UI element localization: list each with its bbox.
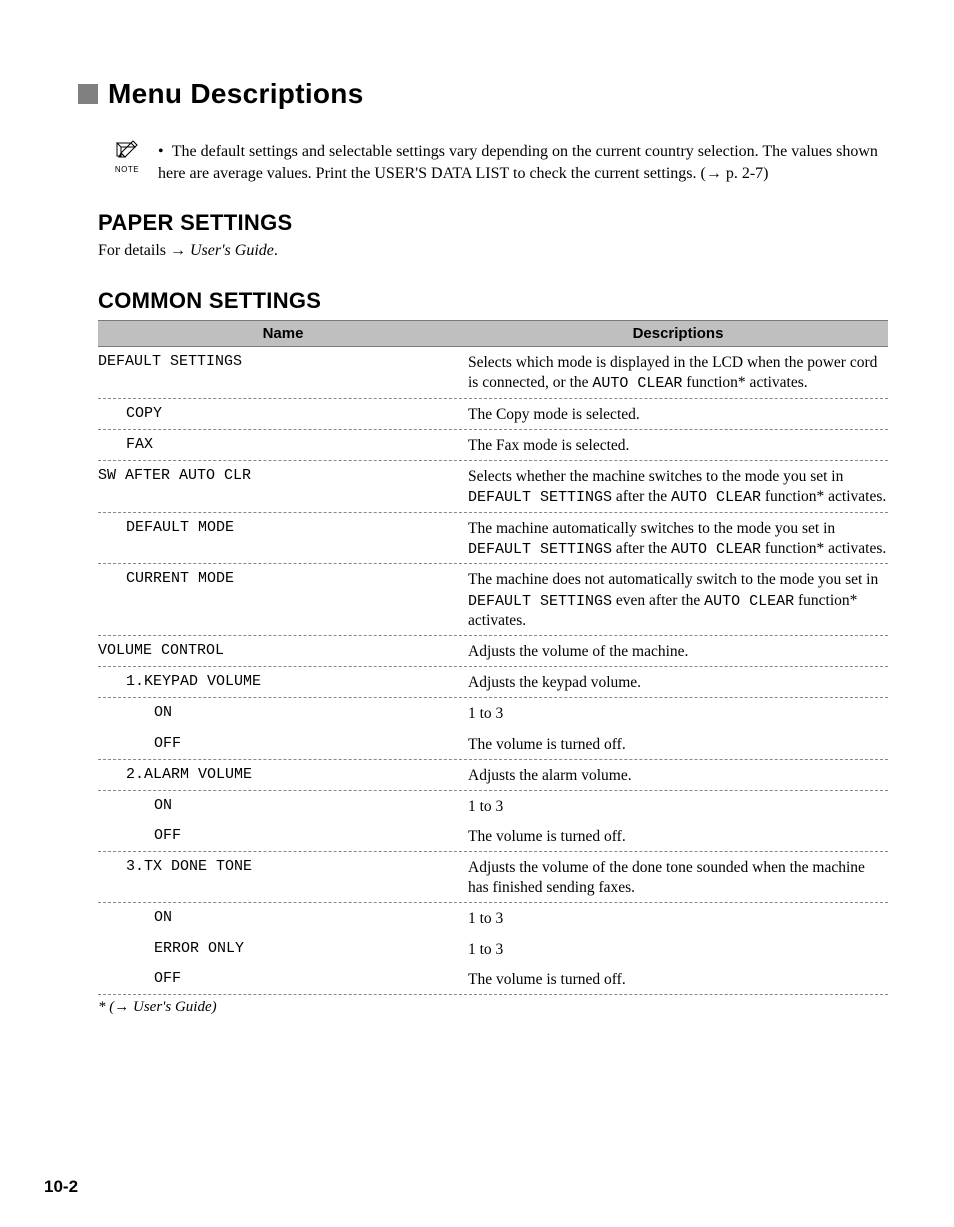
table-row: 1.KEYPAD VOLUMEAdjusts the keypad volume… bbox=[98, 667, 888, 698]
setting-name: ON bbox=[98, 704, 468, 724]
setting-name: COPY bbox=[98, 405, 468, 425]
footnote: * (→ User's Guide) bbox=[98, 999, 884, 1016]
note-icon-wrap: NOTE bbox=[110, 140, 144, 184]
table-row: 3.TX DONE TONEAdjusts the volume of the … bbox=[98, 852, 888, 903]
detail-italic: User's Guide bbox=[190, 242, 274, 259]
table-row: ON1 to 3 bbox=[98, 791, 888, 821]
setting-name: 3.TX DONE TONE bbox=[98, 858, 468, 898]
setting-name: DEFAULT SETTINGS bbox=[98, 353, 468, 394]
setting-name: ERROR ONLY bbox=[98, 940, 468, 960]
setting-name: OFF bbox=[98, 827, 468, 847]
setting-description: Adjusts the volume of the done tone soun… bbox=[468, 858, 888, 898]
detail-prefix: For details → bbox=[98, 242, 190, 259]
table-row: FAXThe Fax mode is selected. bbox=[98, 430, 888, 461]
setting-name: DEFAULT MODE bbox=[98, 519, 468, 560]
setting-description: The volume is turned off. bbox=[468, 970, 888, 990]
table-row: COPYThe Copy mode is selected. bbox=[98, 399, 888, 430]
main-heading: Menu Descriptions bbox=[78, 78, 884, 110]
table-row: ON1 to 3 bbox=[98, 698, 888, 728]
note-text-content: The default settings and selectable sett… bbox=[158, 143, 878, 182]
setting-description: The machine automatically switches to th… bbox=[468, 519, 888, 560]
detail-suffix: . bbox=[274, 242, 278, 259]
setting-description: The machine does not automatically switc… bbox=[468, 570, 888, 631]
setting-description: Adjusts the alarm volume. bbox=[468, 766, 888, 786]
page-number: 10-2 bbox=[44, 1177, 78, 1197]
setting-name: VOLUME CONTROL bbox=[98, 642, 468, 662]
setting-description: 1 to 3 bbox=[468, 940, 888, 960]
table-row: ON1 to 3 bbox=[98, 903, 888, 933]
setting-description: 1 to 3 bbox=[468, 797, 888, 817]
square-bullet-icon bbox=[78, 84, 98, 104]
setting-description: Adjusts the volume of the machine. bbox=[468, 642, 888, 662]
footnote-suffix: ) bbox=[212, 999, 217, 1015]
setting-name: ON bbox=[98, 909, 468, 929]
setting-name: 1.KEYPAD VOLUME bbox=[98, 673, 468, 693]
paper-settings-heading: PAPER SETTINGS bbox=[98, 210, 884, 236]
setting-name: FAX bbox=[98, 436, 468, 456]
setting-description: 1 to 3 bbox=[468, 704, 888, 724]
note-label: NOTE bbox=[110, 165, 144, 174]
setting-name: OFF bbox=[98, 735, 468, 755]
table-row: 2.ALARM VOLUMEAdjusts the alarm volume. bbox=[98, 760, 888, 791]
th-desc: Descriptions bbox=[468, 321, 888, 346]
paper-settings-detail: For details → User's Guide. bbox=[98, 242, 884, 260]
setting-description: The volume is turned off. bbox=[468, 827, 888, 847]
table-row: ERROR ONLY1 to 3 bbox=[98, 934, 888, 964]
setting-name: ON bbox=[98, 797, 468, 817]
heading-title: Menu Descriptions bbox=[108, 78, 364, 110]
setting-name: OFF bbox=[98, 970, 468, 990]
setting-description: The volume is turned off. bbox=[468, 735, 888, 755]
note-text: • The default settings and selectable se… bbox=[158, 140, 884, 184]
table-row: OFFThe volume is turned off. bbox=[98, 821, 888, 852]
setting-name: CURRENT MODE bbox=[98, 570, 468, 631]
setting-description: The Copy mode is selected. bbox=[468, 405, 888, 425]
table-row: OFFThe volume is turned off. bbox=[98, 729, 888, 760]
common-settings-heading: COMMON SETTINGS bbox=[98, 288, 884, 314]
setting-name: 2.ALARM VOLUME bbox=[98, 766, 468, 786]
footnote-prefix: * (→ bbox=[98, 999, 133, 1015]
th-name: Name bbox=[98, 321, 468, 346]
table-body: DEFAULT SETTINGSSelects which mode is di… bbox=[98, 347, 888, 995]
setting-description: Selects which mode is displayed in the L… bbox=[468, 353, 888, 394]
setting-description: Adjusts the keypad volume. bbox=[468, 673, 888, 693]
pencil-note-icon bbox=[115, 140, 139, 158]
table-row: OFFThe volume is turned off. bbox=[98, 964, 888, 995]
table-row: DEFAULT MODEThe machine automatically sw… bbox=[98, 513, 888, 565]
setting-name: SW AFTER AUTO CLR bbox=[98, 467, 468, 508]
note-block: NOTE • The default settings and selectab… bbox=[110, 140, 884, 184]
table-row: DEFAULT SETTINGSSelects which mode is di… bbox=[98, 347, 888, 399]
setting-description: The Fax mode is selected. bbox=[468, 436, 888, 456]
footnote-italic: User's Guide bbox=[133, 999, 212, 1015]
settings-table: Name Descriptions DEFAULT SETTINGSSelect… bbox=[98, 320, 888, 995]
bullet-icon: • bbox=[158, 141, 168, 163]
table-header-row: Name Descriptions bbox=[98, 320, 888, 347]
setting-description: Selects whether the machine switches to … bbox=[468, 467, 888, 508]
table-row: VOLUME CONTROLAdjusts the volume of the … bbox=[98, 636, 888, 667]
setting-description: 1 to 3 bbox=[468, 909, 888, 929]
table-row: SW AFTER AUTO CLRSelects whether the mac… bbox=[98, 461, 888, 513]
table-row: CURRENT MODEThe machine does not automat… bbox=[98, 564, 888, 636]
